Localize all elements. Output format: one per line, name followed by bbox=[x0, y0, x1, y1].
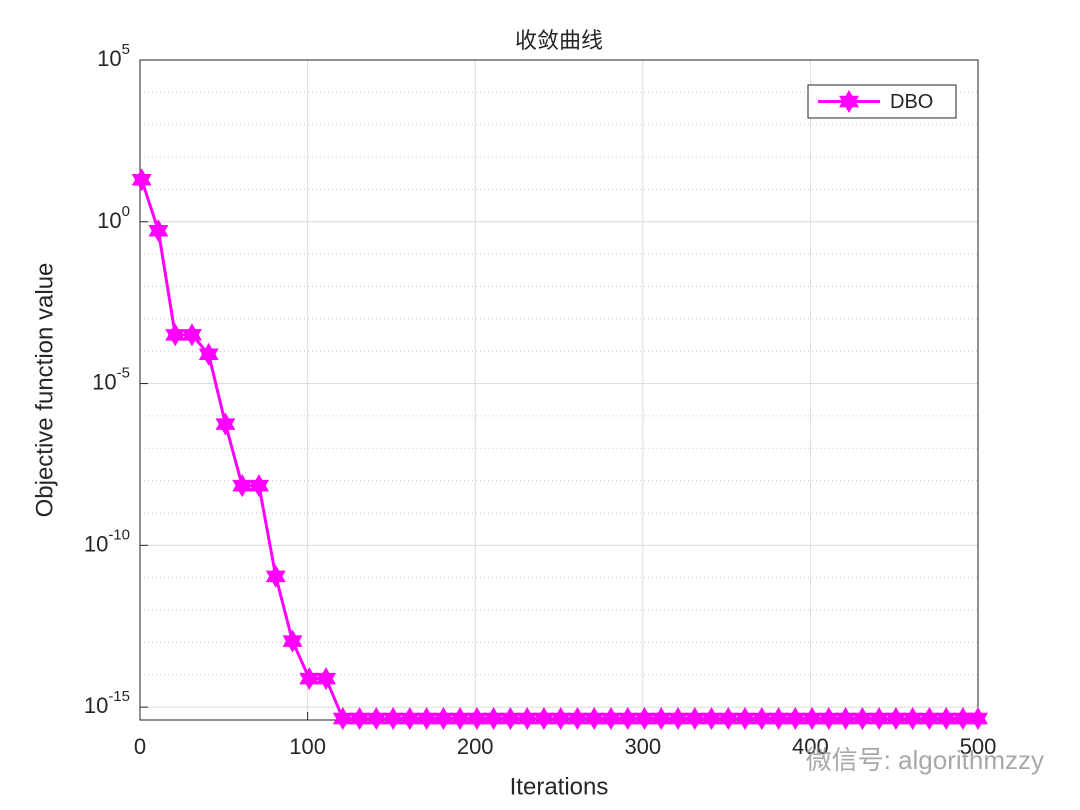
x-tick-label: 200 bbox=[457, 734, 494, 759]
marker bbox=[248, 474, 270, 498]
x-tick-label: 0 bbox=[134, 734, 146, 759]
marker bbox=[181, 323, 202, 347]
y-tick-label: 10-10 bbox=[84, 526, 130, 556]
chart-title: 收敛曲线 bbox=[515, 28, 603, 53]
x-tick-label: 400 bbox=[792, 734, 829, 759]
x-tick-label: 500 bbox=[960, 734, 997, 759]
y-tick-label: 105 bbox=[97, 41, 130, 71]
x-tick-label: 300 bbox=[624, 734, 661, 759]
y-tick-label: 10-5 bbox=[92, 365, 130, 395]
marker bbox=[265, 564, 286, 588]
x-axis-label: Iterations bbox=[510, 773, 609, 800]
marker bbox=[215, 412, 236, 436]
marker bbox=[131, 168, 152, 192]
legend-marker bbox=[838, 90, 860, 113]
y-tick-label: 10-15 bbox=[84, 688, 130, 718]
y-axis-label: Objective function value bbox=[31, 263, 58, 518]
marker bbox=[967, 707, 989, 730]
marker bbox=[282, 629, 303, 653]
y-tick-label: 100 bbox=[97, 203, 130, 233]
x-tick-label: 100 bbox=[289, 734, 326, 759]
plot-area bbox=[140, 60, 978, 720]
watermark: 微信号: algorithmzzy bbox=[806, 745, 1044, 775]
legend-label: DBO bbox=[890, 91, 933, 113]
marker bbox=[316, 667, 337, 691]
marker bbox=[198, 342, 219, 366]
marker bbox=[148, 219, 169, 243]
